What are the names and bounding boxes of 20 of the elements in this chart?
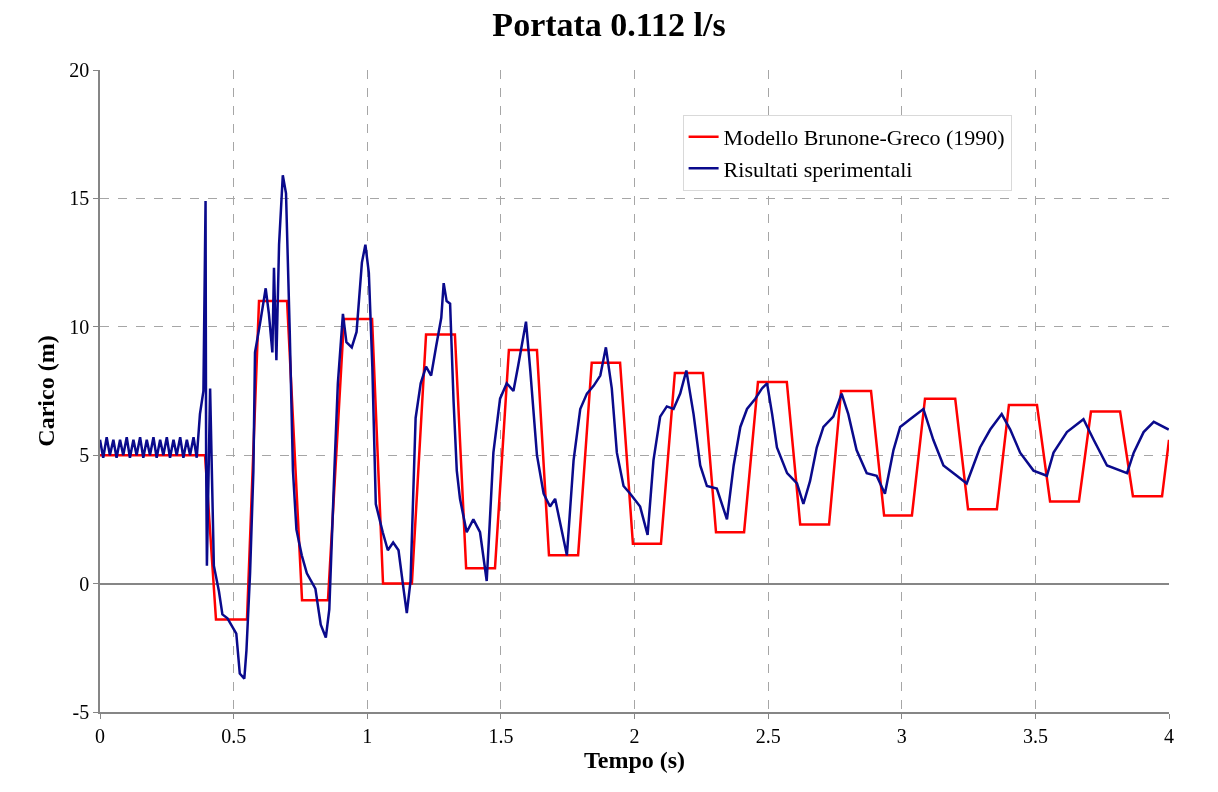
x-tick-label: 4: [1164, 724, 1174, 747]
y-tick-label: 10: [69, 315, 90, 338]
x-tick-label: 2: [629, 724, 640, 747]
x-tick-label: 1.5: [488, 724, 514, 747]
legend-label: Risultati sperimentali: [723, 156, 913, 182]
x-tick-label: 0: [95, 724, 105, 747]
y-tick-label: 0: [79, 572, 90, 595]
y-tick-label: 5: [79, 444, 90, 467]
legend-label: Modello Brunone-Greco (1990): [723, 125, 1005, 151]
y-tick-label: 20: [69, 59, 90, 81]
y-tick-label: 15: [69, 187, 90, 210]
y-tick-label: -5: [72, 701, 90, 723]
x-tick-label: 1: [362, 724, 373, 747]
x-tick-label: 3: [896, 724, 907, 747]
x-tick-label: 3.5: [1022, 724, 1048, 747]
x-axis-title: Tempo (s): [583, 746, 686, 773]
x-tick-label: 2.5: [755, 724, 781, 747]
x-tick-label: 0.5: [221, 724, 247, 747]
y-axis-title: Carico (m): [32, 335, 59, 447]
chart-title: Portata 0.112 l/s: [492, 5, 726, 43]
